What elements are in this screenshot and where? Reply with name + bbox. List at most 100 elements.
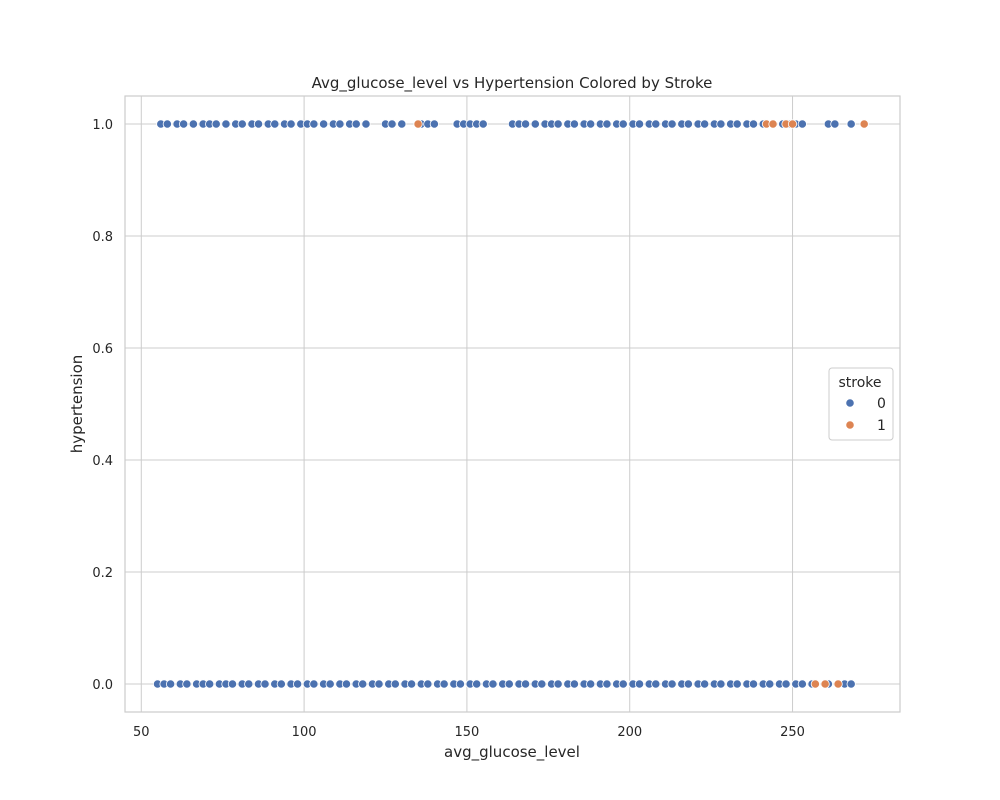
- data-point-stroke-0: [520, 119, 531, 129]
- data-point-stroke-0: [211, 119, 221, 129]
- data-point-stroke-1: [833, 679, 843, 689]
- y-tick-label: 0.4: [92, 454, 113, 469]
- data-point-stroke-0: [276, 679, 286, 689]
- data-point-stroke-0: [634, 119, 645, 129]
- data-point-stroke-1: [768, 119, 778, 129]
- data-point-stroke-0: [732, 679, 742, 689]
- data-point-stroke-0: [227, 679, 238, 689]
- data-point-stroke-0: [162, 119, 172, 129]
- data-point-stroke-1: [787, 119, 798, 129]
- data-point-stroke-0: [309, 679, 319, 689]
- y-tick-label: 0.8: [92, 230, 113, 245]
- data-point-stroke-0: [553, 119, 563, 129]
- data-point-stroke-0: [618, 119, 628, 129]
- legend-label-1: 1: [877, 418, 886, 434]
- data-point-stroke-0: [423, 679, 433, 689]
- data-point-stroke-0: [586, 679, 596, 689]
- data-point-stroke-0: [618, 679, 628, 689]
- data-point-stroke-0: [846, 119, 856, 129]
- legend-label-0: 0: [877, 396, 886, 412]
- data-point-stroke-0: [520, 679, 531, 689]
- data-point-stroke-0: [683, 119, 693, 129]
- data-point-stroke-0: [165, 679, 176, 689]
- data-point-stroke-0: [325, 679, 335, 689]
- data-point-stroke-0: [504, 679, 514, 689]
- data-point-stroke-0: [667, 119, 677, 129]
- data-point-stroke-0: [179, 119, 189, 129]
- data-point-stroke-0: [335, 119, 345, 129]
- data-point-stroke-0: [602, 119, 612, 129]
- legend-box: [828, 367, 894, 441]
- y-tick-label: 1.0: [92, 118, 113, 133]
- data-point-stroke-0: [244, 679, 254, 689]
- data-point-stroke-0: [797, 119, 807, 129]
- data-point-stroke-0: [765, 679, 775, 689]
- y-tick-label: 0.0: [92, 678, 113, 693]
- data-point-stroke-0: [634, 679, 645, 689]
- y-tick-label: 0.6: [92, 342, 113, 357]
- data-point-stroke-0: [716, 119, 726, 129]
- data-point-stroke-0: [270, 119, 280, 129]
- y-axis-label: hypertension: [68, 355, 86, 454]
- data-point-stroke-0: [205, 679, 215, 689]
- x-tick-label: 100: [292, 725, 317, 740]
- data-point-stroke-0: [553, 679, 563, 689]
- data-point-stroke-0: [406, 679, 417, 689]
- data-point-stroke-0: [569, 679, 579, 689]
- data-point-stroke-0: [319, 119, 329, 129]
- data-point-stroke-0: [700, 679, 710, 689]
- data-points: [152, 119, 869, 689]
- data-point-stroke-0: [488, 679, 498, 689]
- data-point-stroke-0: [716, 679, 726, 689]
- data-point-stroke-0: [358, 679, 368, 689]
- data-point-stroke-0: [237, 119, 247, 129]
- data-point-stroke-0: [341, 679, 352, 689]
- data-point-stroke-0: [830, 119, 840, 129]
- data-point-stroke-1: [820, 679, 830, 689]
- data-point-stroke-0: [455, 679, 465, 689]
- y-tick-label: 0.2: [92, 566, 113, 581]
- data-point-stroke-0: [292, 679, 303, 689]
- data-point-stroke-0: [309, 119, 319, 129]
- data-point-stroke-0: [683, 679, 693, 689]
- chart-title: Avg_glucose_level vs Hypertension Colore…: [312, 74, 713, 93]
- data-point-stroke-0: [478, 119, 488, 129]
- data-point-stroke-0: [530, 119, 540, 129]
- data-point-stroke-0: [667, 679, 677, 689]
- data-point-stroke-0: [537, 679, 547, 689]
- data-point-stroke-0: [472, 679, 482, 689]
- legend-marker-0: [845, 398, 855, 408]
- data-point-stroke-0: [188, 119, 198, 129]
- data-point-stroke-0: [439, 679, 449, 689]
- x-tick-label: 50: [133, 725, 150, 740]
- data-point-stroke-0: [748, 119, 759, 129]
- legend-title: stroke: [838, 375, 881, 391]
- data-point-stroke-0: [182, 679, 192, 689]
- data-point-stroke-0: [602, 679, 612, 689]
- y-axis-ticks: 0.0 0.2 0.4 0.6 0.8 1.0: [92, 118, 113, 693]
- data-point-stroke-1: [810, 679, 820, 689]
- data-point-stroke-0: [651, 679, 661, 689]
- data-point-stroke-0: [797, 679, 807, 689]
- data-point-stroke-0: [846, 679, 856, 689]
- data-point-stroke-1: [859, 119, 869, 129]
- data-point-stroke-0: [221, 119, 231, 129]
- data-point-stroke-0: [387, 119, 397, 129]
- legend: stroke 0 1: [828, 367, 894, 441]
- grid: [125, 96, 900, 712]
- x-axis-label: avg_glucose_level: [444, 743, 580, 762]
- data-point-stroke-0: [569, 119, 579, 129]
- data-point-stroke-0: [586, 119, 596, 129]
- x-axis-ticks: 50 100 150 200 250: [133, 725, 805, 740]
- data-point-stroke-0: [700, 119, 710, 129]
- data-point-stroke-0: [781, 679, 791, 689]
- plot-area: [124, 95, 901, 713]
- data-point-stroke-0: [286, 119, 296, 129]
- data-point-stroke-0: [732, 119, 742, 129]
- data-point-stroke-0: [390, 679, 400, 689]
- data-point-stroke-0: [253, 119, 264, 129]
- data-point-stroke-0: [651, 119, 661, 129]
- data-point-stroke-0: [397, 119, 407, 129]
- data-point-stroke-0: [429, 119, 439, 129]
